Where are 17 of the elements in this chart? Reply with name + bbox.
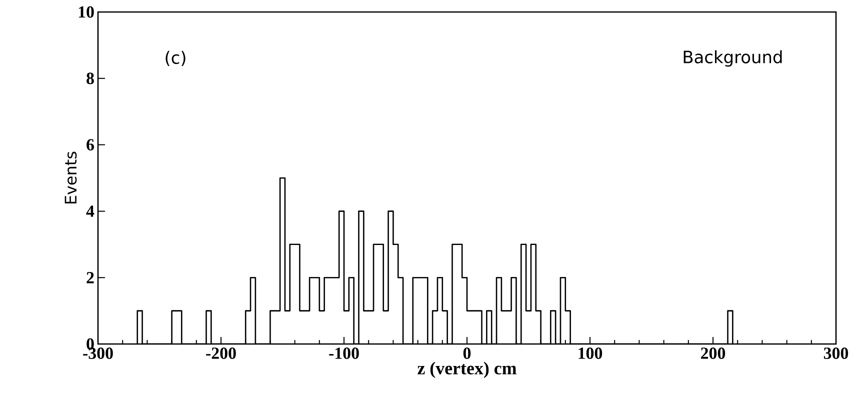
y-tick-label: 8: [86, 72, 94, 84]
x-tick-label: 100: [578, 348, 602, 359]
x-tick-label: -200: [206, 348, 236, 359]
y-axis-title: Events: [64, 152, 77, 204]
x-tick-label: 0: [463, 348, 471, 359]
x-tick-label: 200: [701, 348, 726, 359]
y-tick-label: 4: [86, 206, 94, 217]
y-tick-label: 6: [86, 139, 94, 150]
annotation: (c): [166, 50, 186, 66]
y-tick-label: 0: [86, 338, 94, 350]
x-axis-title: z (vertex) cm: [418, 362, 516, 378]
x-tick-label: 300: [824, 348, 848, 359]
y-tick-label: 10: [78, 6, 94, 18]
x-tick-label: -100: [329, 348, 359, 359]
x-tick-label: -300: [83, 348, 113, 359]
y-tick-label: 2: [86, 272, 94, 284]
annotation: Background: [684, 50, 782, 67]
